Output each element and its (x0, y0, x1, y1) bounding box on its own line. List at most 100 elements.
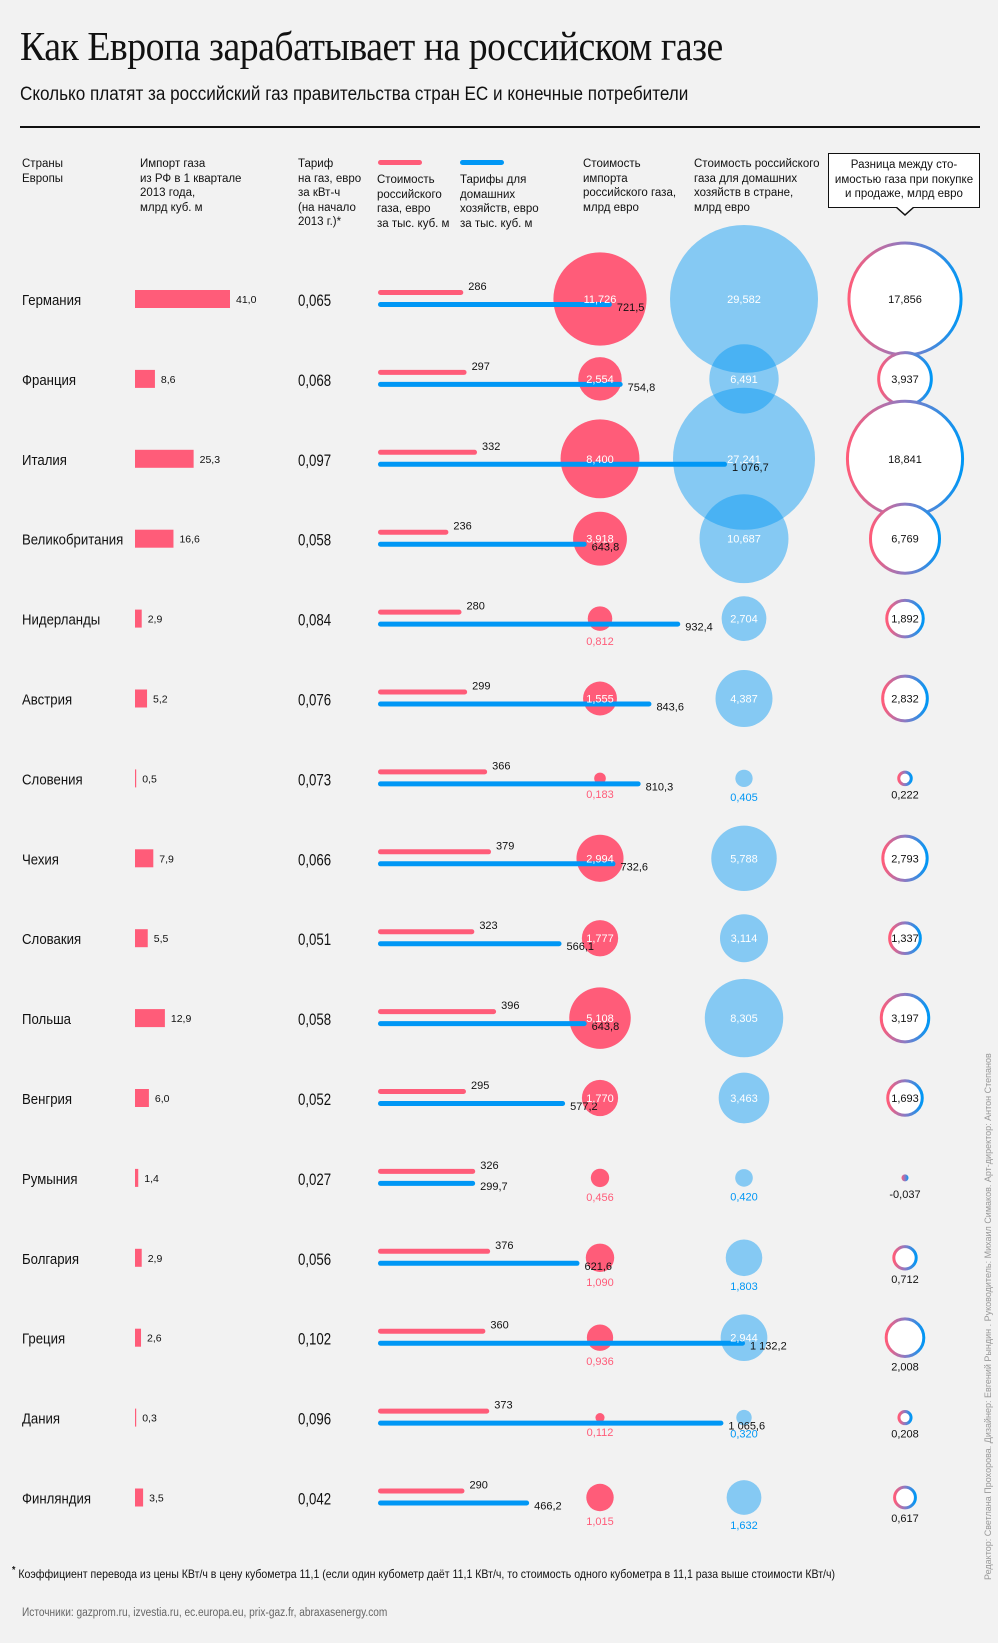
difference-bubble (897, 1410, 913, 1426)
gas-cost-label: 299 (472, 681, 490, 693)
import-value-bubble-label: 0,456 (586, 1192, 614, 1204)
household-tariff-bar (378, 1420, 724, 1426)
household-value-bubble (704, 978, 784, 1058)
import-value-label: 1,4 (144, 1173, 159, 1185)
gas-cost-bar (378, 849, 492, 855)
household-tariff-label: 754,8 (628, 382, 656, 394)
gas-cost-bar (378, 290, 464, 295)
import-bar (135, 1328, 142, 1347)
difference-bubble-label: 6,769 (891, 534, 919, 546)
import-value-bubble (576, 834, 624, 882)
household-value-bubble (670, 225, 818, 373)
import-bar (135, 529, 174, 548)
column-header-import: Импорт газа из РФ в 1 квартале 2013 года… (140, 158, 242, 214)
household-tariff-bar (378, 541, 587, 547)
household-value-bubble (719, 914, 769, 963)
legend-blue-bar (460, 160, 504, 165)
country-name: Словения (22, 771, 83, 788)
country-name: Франция (22, 371, 76, 388)
household-tariff-bar (378, 1180, 476, 1186)
difference-bubble-label: 1,892 (891, 614, 919, 626)
tariff-value: 0,056 (298, 1250, 331, 1269)
household-tariff-bar (378, 781, 641, 787)
gas-cost-bar (378, 689, 468, 695)
household-value-bubble-label: 10,687 (727, 534, 761, 546)
household-tariff-label: 732,6 (620, 861, 648, 873)
gas-cost-bar (378, 1328, 486, 1334)
country-name: Греция (22, 1330, 65, 1347)
legend-red-bar (378, 160, 422, 165)
difference-bubble (901, 1174, 909, 1182)
household-tariff-bar (378, 302, 612, 307)
import-value-label: 0,3 (142, 1413, 157, 1425)
household-value-bubble (736, 1409, 752, 1426)
column-header-import-value: Стоимость импорта российского газа, млрд… (583, 158, 677, 214)
tariff-value: 0,096 (298, 1410, 331, 1429)
household-tariff-label: 299,7 (480, 1181, 508, 1193)
import-value-bubble-label: 0,936 (586, 1356, 614, 1368)
household-tariff-label: 1 132,2 (750, 1341, 787, 1353)
household-tariff-label: 843,6 (656, 702, 684, 714)
import-value-bubble-label: 1,555 (586, 694, 614, 706)
gas-cost-label: 379 (496, 840, 514, 852)
household-tariff-bar (378, 381, 623, 387)
gas-cost-label: 286 (468, 281, 486, 293)
import-bar (135, 769, 137, 788)
tariff-value: 0,066 (298, 851, 331, 870)
callout-pointer-fill (896, 206, 914, 214)
credits: Редактор: Светлана Прохорова. Дизайнер: … (983, 1053, 993, 1580)
import-value-bubble-label: 2,554 (586, 374, 614, 386)
import-value-label: 25,3 (200, 454, 221, 466)
household-tariff-bar (378, 1340, 745, 1346)
import-bar (135, 1089, 149, 1107)
tariff-value: 0,097 (298, 451, 331, 470)
difference-bubble-label: 1,693 (891, 1093, 919, 1105)
import-value-bubble-label: 3,918 (586, 534, 614, 546)
import-bar (135, 1488, 144, 1507)
household-value-bubble-label: 4,387 (730, 694, 758, 706)
gas-cost-bar (378, 1408, 490, 1414)
household-tariff-bar (378, 461, 728, 467)
difference-bubble-label: 2,793 (891, 853, 919, 865)
column-header-difference: Разница между сто- имостью газа при поку… (828, 153, 980, 208)
import-value-label: 5,5 (154, 933, 169, 945)
page-title: Как Европа зарабатывает на российском га… (20, 23, 723, 69)
household-tariff-label: 566,1 (567, 941, 595, 953)
difference-bubble-label: 0,208 (891, 1429, 919, 1441)
import-value-bubble-label: 0,183 (586, 789, 614, 801)
import-value-bubble (581, 920, 619, 957)
column-header-gas-cost: Стоимость российского газа, евро за тыс.… (377, 174, 450, 230)
gas-cost-label: 373 (494, 1400, 512, 1412)
gas-cost-bar (378, 769, 488, 775)
difference-bubble (881, 834, 929, 882)
country-row: Германия 41,0 0,065 286 721,5 (22, 281, 644, 314)
difference-bubble-label: -0,037 (889, 1189, 920, 1201)
household-tariff-bar (378, 1500, 530, 1506)
import-value-bubble-label: 5,108 (586, 1013, 614, 1025)
gas-cost-label: 360 (490, 1320, 508, 1332)
import-value-bubble-label: 8,400 (586, 454, 614, 466)
import-value-bubble (553, 252, 647, 346)
footnote-mark: * (12, 1565, 16, 1576)
import-value-bubble-label: 0,112 (587, 1427, 614, 1439)
import-value-bubble (587, 606, 613, 631)
household-value-bubble (726, 1480, 762, 1515)
country-row: Словения 0,5 0,073 366 810,3 (22, 760, 673, 793)
gas-cost-bar (378, 609, 462, 615)
import-value-bubble-label: 1,090 (586, 1277, 614, 1289)
household-value-bubble (709, 344, 779, 414)
household-value-bubble-label: 0,405 (730, 792, 758, 804)
tariff-value: 0,058 (298, 531, 331, 550)
country-row: Венгрия 6,0 0,052 295 577,2 (22, 1080, 598, 1113)
country-row: Румыния 1,4 0,027 326 299,7 (22, 1160, 508, 1193)
difference-bubble (897, 770, 913, 787)
household-value-bubble-label: 2,704 (730, 614, 758, 626)
difference-bubble-label: 2,832 (891, 694, 919, 706)
import-bar (135, 449, 194, 468)
gas-cost-bar (378, 1488, 465, 1494)
import-value-bubble (595, 1413, 605, 1423)
import-value-bubble (586, 1483, 614, 1512)
column-header-household-tariff: Тарифы для домашних хозяйств, евро за ты… (460, 174, 539, 230)
footnote: * Коэффициент перевода из цены КВт/ч в ц… (12, 1565, 835, 1581)
gas-cost-bar (378, 1168, 476, 1174)
